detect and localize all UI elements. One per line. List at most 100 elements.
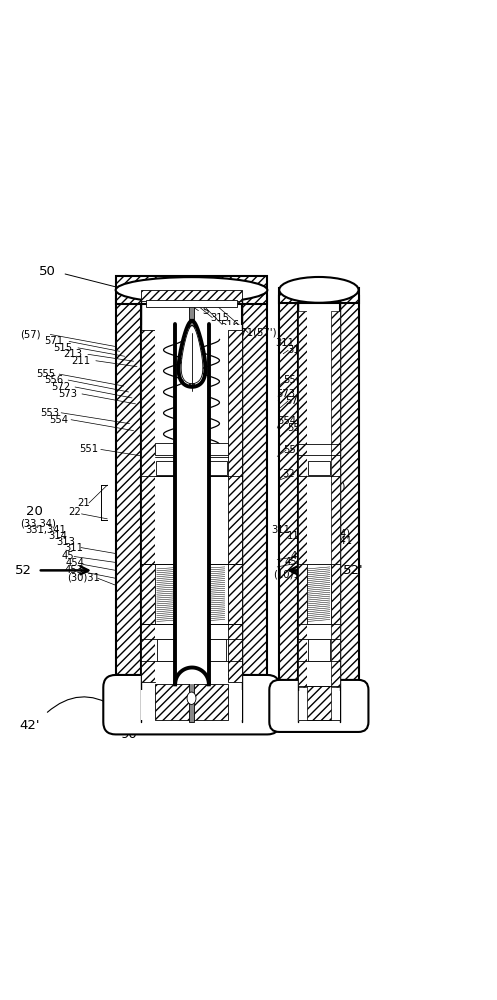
- Text: 52': 52': [343, 564, 364, 577]
- Text: 313: 313: [57, 537, 76, 547]
- Bar: [147, 300, 237, 307]
- Ellipse shape: [116, 277, 267, 303]
- Text: 92: 92: [185, 299, 198, 309]
- Ellipse shape: [116, 277, 267, 303]
- Bar: [142, 690, 242, 720]
- Bar: [182, 564, 200, 624]
- Text: 113: 113: [297, 536, 316, 546]
- Bar: [159, 463, 225, 473]
- Bar: [156, 564, 228, 624]
- Bar: [308, 461, 330, 475]
- FancyBboxPatch shape: [103, 675, 280, 734]
- Bar: [298, 686, 339, 720]
- Text: 516: 516: [220, 320, 239, 330]
- Text: 315: 315: [210, 313, 229, 323]
- Bar: [176, 387, 208, 684]
- Bar: [156, 684, 228, 720]
- Text: 42: 42: [340, 719, 357, 732]
- Bar: [228, 564, 242, 624]
- Text: 555: 555: [305, 382, 325, 392]
- Text: (57): (57): [20, 329, 41, 339]
- Text: 454: 454: [291, 551, 310, 561]
- Ellipse shape: [187, 692, 196, 704]
- Text: 556: 556: [45, 375, 64, 385]
- Text: 50: 50: [39, 265, 56, 278]
- Bar: [158, 639, 226, 661]
- Text: 573: 573: [277, 389, 296, 399]
- FancyBboxPatch shape: [103, 675, 280, 734]
- Text: 311: 311: [276, 338, 295, 348]
- Bar: [307, 564, 331, 624]
- Text: 45: 45: [317, 545, 329, 555]
- Text: 311: 311: [65, 543, 83, 553]
- Polygon shape: [181, 326, 203, 384]
- Bar: [308, 639, 330, 661]
- Text: 572: 572: [285, 396, 305, 406]
- Text: (33,34): (33,34): [20, 519, 56, 529]
- Text: (30): (30): [309, 352, 329, 362]
- Bar: [197, 443, 228, 455]
- Text: 51: 51: [170, 293, 183, 303]
- Text: 41: 41: [167, 724, 179, 734]
- Text: 453: 453: [65, 565, 83, 575]
- Text: 571: 571: [45, 336, 64, 346]
- Bar: [307, 686, 331, 720]
- Text: (10): (10): [326, 481, 346, 491]
- Text: (10)11: (10)11: [274, 719, 308, 729]
- Bar: [160, 641, 224, 659]
- Text: 211: 211: [72, 356, 90, 366]
- Text: 331,341: 331,341: [25, 525, 66, 535]
- Bar: [228, 330, 242, 682]
- Bar: [298, 691, 339, 721]
- Text: 131,141: 131,141: [312, 536, 353, 546]
- Text: 45: 45: [61, 551, 74, 561]
- Bar: [298, 311, 307, 687]
- Ellipse shape: [279, 277, 358, 303]
- Bar: [142, 290, 242, 301]
- Text: 52: 52: [14, 564, 31, 577]
- Text: 453: 453: [285, 557, 304, 567]
- Text: 311: 311: [272, 525, 291, 535]
- Bar: [267, 296, 279, 722]
- Bar: [309, 640, 329, 660]
- Bar: [339, 296, 358, 722]
- Text: 213: 213: [64, 349, 83, 359]
- Text: 551: 551: [80, 444, 98, 454]
- Text: 42': 42': [19, 719, 40, 732]
- Text: (13,14): (13,14): [314, 529, 350, 539]
- Text: 553: 553: [288, 423, 307, 433]
- Text: 314: 314: [49, 531, 68, 541]
- Text: (30)31: (30)31: [68, 572, 100, 582]
- Text: (10)11: (10)11: [273, 569, 307, 579]
- Bar: [242, 296, 267, 722]
- Text: 22: 22: [69, 507, 82, 517]
- Bar: [156, 443, 186, 455]
- Ellipse shape: [279, 277, 358, 303]
- Text: 554: 554: [278, 416, 297, 426]
- Text: 21: 21: [78, 498, 90, 508]
- Bar: [279, 296, 298, 722]
- Bar: [331, 311, 339, 687]
- Text: 12: 12: [318, 474, 330, 484]
- Text: 555: 555: [36, 369, 55, 379]
- Text: S: S: [203, 306, 209, 316]
- Text: 31': 31': [287, 345, 303, 355]
- Text: 90: 90: [120, 728, 137, 741]
- Text: 553: 553: [40, 408, 59, 418]
- Bar: [142, 564, 156, 624]
- Text: 571(57'): 571(57'): [234, 327, 277, 337]
- Text: 554: 554: [50, 415, 69, 425]
- Text: 32: 32: [282, 469, 294, 479]
- Text: 114: 114: [287, 531, 306, 541]
- FancyBboxPatch shape: [269, 680, 368, 732]
- Text: 551: 551: [284, 445, 303, 455]
- Text: 454: 454: [66, 558, 84, 568]
- FancyBboxPatch shape: [269, 680, 368, 732]
- Bar: [116, 276, 267, 304]
- Bar: [279, 288, 358, 303]
- Text: 556: 556: [284, 375, 303, 385]
- Text: 515: 515: [54, 343, 73, 353]
- Bar: [189, 296, 194, 722]
- Bar: [142, 330, 156, 682]
- Text: 20: 20: [26, 505, 43, 518]
